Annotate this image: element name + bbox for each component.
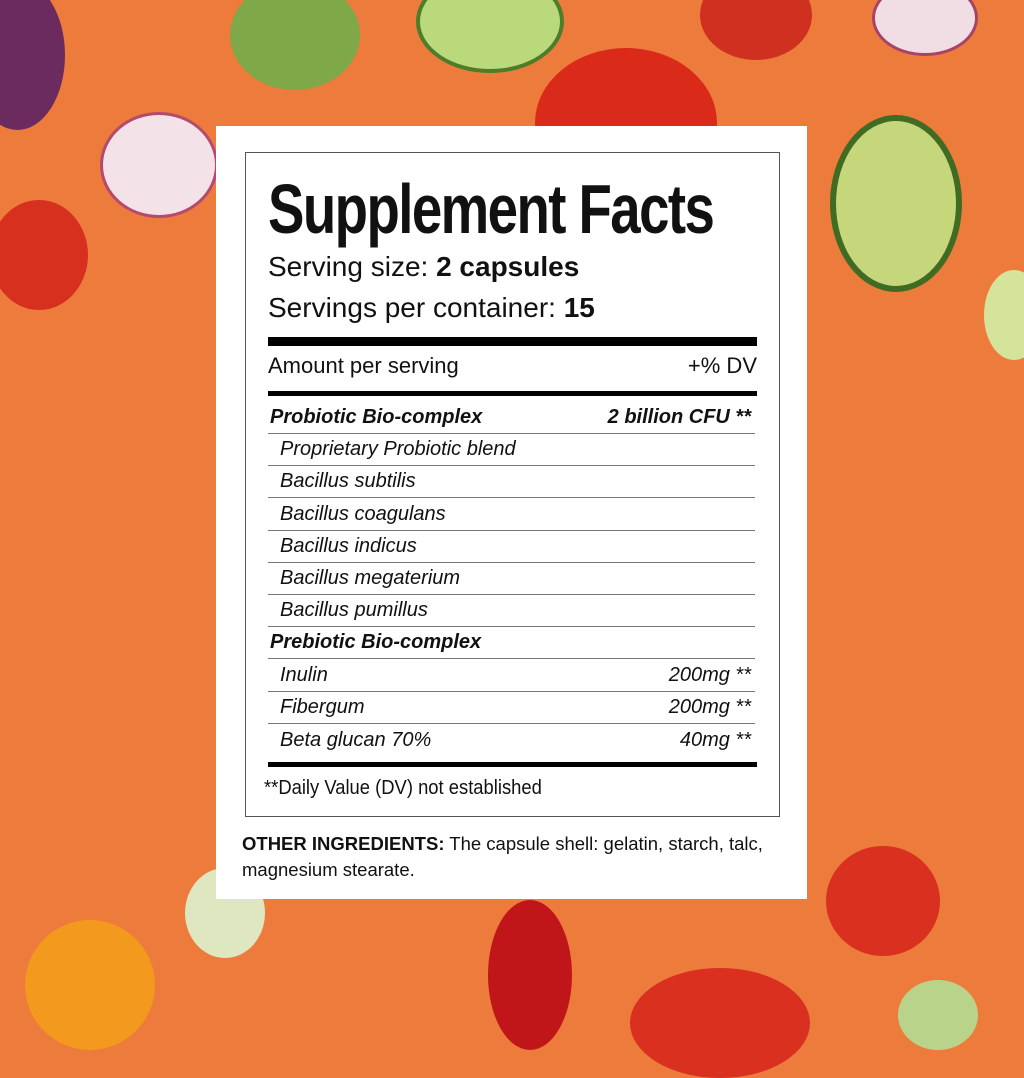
other-ingredients-text: The capsule shell: gelatin, starch, talc… [242, 833, 763, 880]
serving-size-value: 2 capsules [436, 251, 580, 282]
amount-per-serving: Amount per serving [268, 353, 459, 378]
ingredient-name: Beta glucan 70% [280, 728, 432, 751]
other-ingredients-label: OTHER INGREDIENTS: [242, 833, 445, 854]
carrot [25, 920, 155, 1050]
ingredient-name: Fibergum [280, 695, 365, 718]
ingredient-row: Bacillus indicus [268, 531, 755, 563]
supplement-facts-panel: Supplement Facts Serving size: 2 capsule… [245, 152, 780, 817]
ingredient-row: Prebiotic Bio-complex [268, 627, 755, 660]
ingredient-name: Bacillus subtilis [280, 470, 416, 493]
serving-size-label: Serving size: [268, 251, 429, 282]
ingredient-name: Bacillus pumillus [280, 599, 428, 622]
ingredient-name: Bacillus megaterium [280, 567, 461, 589]
tomato-slice [0, 200, 88, 310]
tomato-slice-right [826, 846, 940, 956]
cucumber [416, 0, 564, 73]
ingredient-name: Bacillus coagulans [280, 502, 446, 525]
divider-medium [268, 391, 757, 396]
footnote: **Daily Value (DV) not established [264, 777, 542, 799]
other-ingredients: OTHER INGREDIENTS: The capsule shell: ge… [242, 831, 782, 883]
panel-title: Supplement Facts [268, 170, 715, 248]
ingredient-name: Bacillus indicus [280, 534, 417, 557]
ingredient-amount: 40mg ** [679, 728, 751, 751]
broccoli [230, 0, 360, 90]
ingredient-row: Bacillus subtilis [268, 466, 755, 499]
supplement-facts-card: Supplement Facts Serving size: 2 capsule… [216, 126, 807, 899]
ingredient-name: Inulin [280, 663, 328, 686]
ingredient-amount: 2 billion CFU ** [607, 406, 751, 428]
amount-header: Amount per serving +% DV [268, 353, 757, 379]
ingredient-name: Prebiotic Bio-complex [270, 631, 482, 654]
sprout-bottom [898, 980, 978, 1050]
ingredient-row: Bacillus megaterium [268, 563, 755, 595]
ingredient-row: Inulin 200mg ** [268, 660, 755, 692]
ingredient-row: Bacillus coagulans [268, 499, 755, 531]
dv-header: +% DV [687, 353, 757, 378]
serving-size: Serving size: 2 capsules [268, 251, 579, 283]
broccoli-right [830, 115, 962, 292]
servings-per-container-label: Servings per container: [268, 292, 556, 323]
radish-top [872, 0, 978, 56]
chili [488, 900, 572, 1050]
servings-per-container-value: 15 [563, 292, 595, 323]
divider-bottom [268, 762, 757, 767]
ingredient-row: Proprietary Probiotic blend [268, 434, 755, 467]
radish [100, 112, 218, 218]
sprout-right [984, 270, 1024, 360]
tomato-slice-top [700, 0, 812, 60]
ingredient-amount: 200mg ** [668, 695, 751, 718]
cabbage [0, 0, 65, 130]
ingredient-name: Proprietary Probiotic blend [280, 438, 516, 461]
ingredient-amount: 200mg ** [668, 663, 751, 686]
ingredient-row: Probiotic Bio-complex 2 billion CFU ** [268, 402, 755, 434]
ingredient-row: Fibergum 200mg ** [268, 692, 755, 724]
servings-per-container: Servings per container: 15 [268, 292, 595, 324]
ingredient-name: Probiotic Bio-complex [270, 406, 483, 428]
divider-thick [268, 337, 757, 346]
tomato-bottom [630, 968, 810, 1078]
ingredient-row: Beta glucan 70% 40mg ** [268, 724, 755, 756]
ingredient-row: Bacillus pumillus [268, 595, 755, 628]
